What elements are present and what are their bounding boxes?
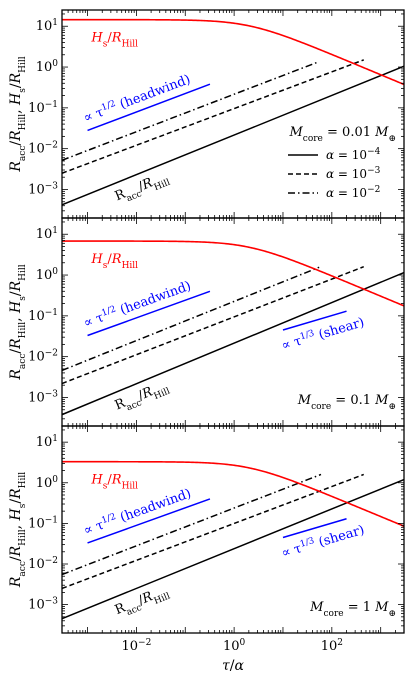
shear-label: ∝ τ1/3 (shear)	[280, 522, 367, 562]
y-tick-label: 10−3	[28, 597, 58, 613]
racc-label: Racc/RHill	[113, 169, 172, 208]
x-axis-label: τ/α	[222, 658, 244, 674]
legend-title: Mcore = 0.01 M⊕	[288, 125, 396, 144]
y-axis-label: Racc/RHill, Hs/RHill	[8, 56, 28, 172]
plot-area	[62, 240, 404, 416]
y-tick-label: 10−2	[28, 141, 58, 157]
y-tick-label: 10−3	[28, 389, 58, 405]
y-tick-label: 10−2	[28, 349, 58, 365]
y-tick-label: 100	[36, 59, 59, 75]
legend-label-dashdot: α = 10−2	[326, 185, 380, 200]
headwind-scaling-line	[87, 498, 211, 544]
x-tick-label: 100	[223, 638, 246, 654]
racc-line-alpha-1e-2	[62, 473, 322, 576]
panel-2	[61, 217, 405, 427]
panel-3	[61, 425, 405, 634]
headwind-label: ∝ τ1/2 (headwind)	[81, 71, 192, 126]
y-tick-label: 10−1	[28, 308, 58, 324]
legend-label-dashed: α = 10−3	[326, 166, 381, 181]
y-tick-label: 10−3	[28, 181, 58, 197]
racc-label: Racc/RHill	[113, 378, 172, 417]
headwind-scaling-line	[87, 83, 211, 132]
shear-label: ∝ τ1/3 (shear)	[280, 314, 367, 354]
panel-1	[61, 9, 405, 219]
plot-area	[62, 18, 404, 206]
hs-label: Hs/RHill	[90, 473, 138, 492]
racc-line-alpha-1e-2	[62, 266, 320, 372]
racc-line-alpha-1e-3	[62, 59, 365, 174]
y-tick-label: 100	[36, 267, 59, 283]
legend-label-solid: α = 10−4	[326, 147, 381, 162]
y-axis-label: Racc/RHill, Hs/RHill	[8, 472, 28, 588]
y-tick-label: 101	[36, 18, 58, 34]
racc-line-alpha-1e-3	[62, 473, 365, 590]
x-tick-label: 102	[321, 638, 343, 654]
y-tick-label: 101	[36, 434, 58, 450]
hs-curve	[62, 18, 404, 86]
hs-curve	[62, 460, 404, 527]
hs-curve	[62, 240, 404, 307]
racc-line-alpha-1e-3	[62, 266, 365, 385]
racc-line-alpha-1e-2	[62, 61, 318, 161]
plot-area	[62, 460, 404, 620]
headwind-scaling-line	[87, 290, 211, 337]
headwind-label: ∝ τ1/2 (headwind)	[81, 278, 193, 332]
y-tick-label: 10−1	[28, 515, 58, 531]
racc-line-alpha-1e-4	[62, 271, 404, 416]
y-tick-label: 100	[36, 475, 59, 491]
mcore-label: Mcore = 0.1 M⊕	[297, 393, 396, 412]
hs-label: Hs/RHill	[90, 31, 138, 50]
mcore-label: Mcore = 1 M⊕	[309, 600, 396, 619]
y-tick-label: 101	[36, 226, 58, 242]
hs-label: Hs/RHill	[90, 252, 138, 271]
y-tick-label: 10−2	[28, 556, 58, 572]
y-axis-label: Racc/RHill, Hs/RHill	[8, 264, 28, 380]
x-tick-label: 10−2	[121, 638, 151, 654]
racc-line-alpha-1e-4	[62, 65, 404, 206]
shear-scaling-line	[282, 310, 347, 331]
legend	[288, 154, 318, 194]
y-tick-label: 10−1	[28, 100, 58, 116]
racc-line-alpha-1e-4	[62, 478, 404, 620]
racc-label: Racc/RHill	[113, 583, 172, 622]
shear-scaling-line	[282, 518, 347, 539]
